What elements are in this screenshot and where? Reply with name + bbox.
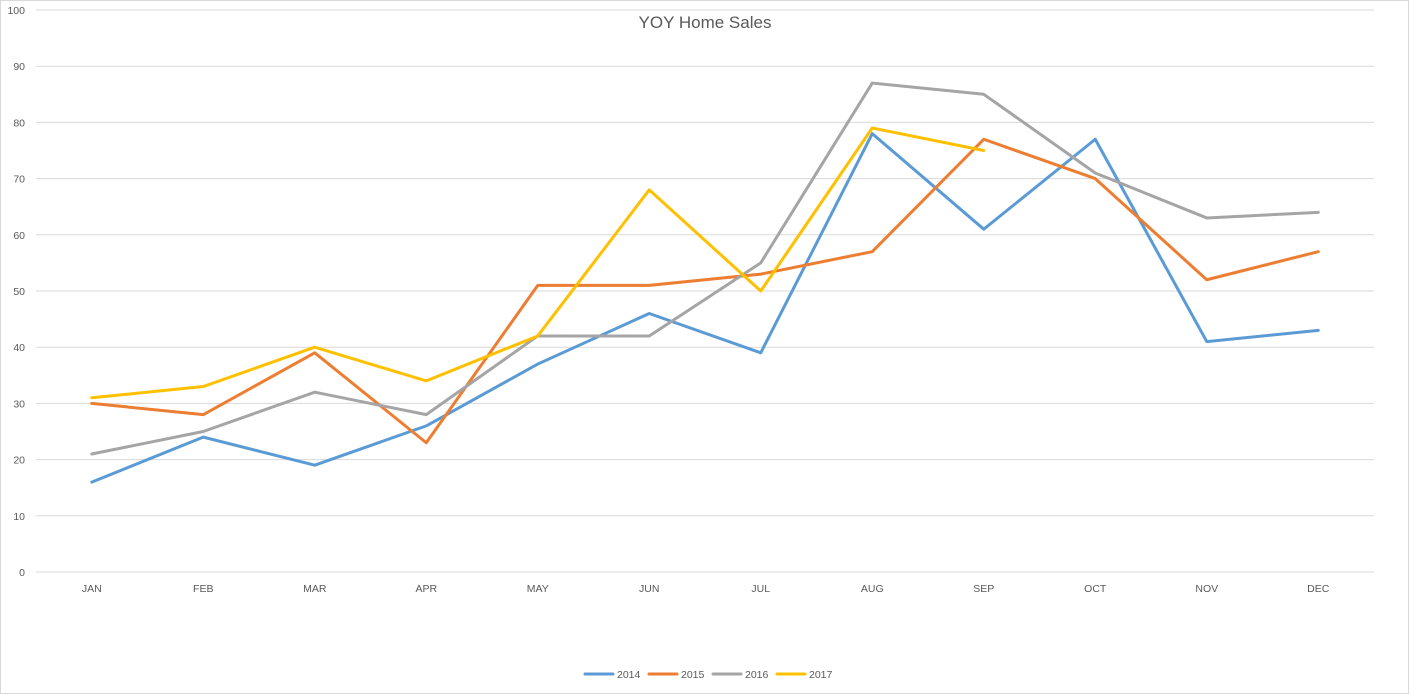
x-tick-label: OCT [1084, 583, 1107, 595]
legend-item-2016: 2016 [711, 669, 769, 681]
y-tick-label: 60 [13, 230, 25, 242]
y-tick-label: 0 [19, 567, 25, 579]
gridlines [36, 9, 1374, 573]
series-line-2015 [90, 137, 1320, 445]
x-tick-label: MAR [303, 583, 327, 595]
legend-item-2015: 2015 [647, 669, 705, 681]
x-tick-label: JAN [82, 583, 102, 595]
x-tick-label: APR [415, 583, 437, 595]
legend: 2014 2015 2016 2017 [583, 669, 833, 681]
x-tick-label: JUL [751, 583, 770, 595]
series-line-2014 [90, 132, 1320, 484]
legend-label: 2015 [681, 669, 705, 681]
series-lines [90, 81, 1320, 484]
legend-label: 2014 [617, 669, 641, 681]
legend-item-2017: 2017 [775, 669, 833, 681]
x-tick-label: FEB [193, 583, 213, 595]
y-tick-label: 100 [7, 5, 25, 17]
chart-title: YOY Home Sales [639, 13, 772, 32]
y-tick-label: 40 [13, 342, 25, 354]
series-line-2017 [90, 126, 986, 400]
x-tick-label: DEC [1307, 583, 1330, 595]
x-tick-label: AUG [861, 583, 884, 595]
series-line-2016 [90, 81, 1320, 456]
y-tick-label: 90 [13, 61, 25, 73]
legend-label: 2017 [809, 669, 833, 681]
y-tick-label: 30 [13, 398, 25, 410]
legend-label: 2016 [745, 669, 769, 681]
y-tick-label: 80 [13, 117, 25, 129]
x-tick-label: NOV [1195, 583, 1218, 595]
y-axis-ticks: 0 10 20 30 40 50 60 70 80 90 100 [7, 5, 25, 579]
x-tick-label: JUN [639, 583, 659, 595]
y-tick-label: 70 [13, 174, 25, 186]
y-tick-label: 50 [13, 286, 25, 298]
y-tick-label: 20 [13, 455, 25, 467]
x-axis-ticks: JAN FEB MAR APR MAY JUN JUL AUG SEP OCT NOV DEC [82, 583, 1330, 595]
y-tick-label: 10 [13, 511, 25, 523]
x-tick-label: SEP [973, 583, 994, 595]
x-tick-label: MAY [527, 583, 549, 595]
legend-item-2014: 2014 [583, 669, 641, 681]
